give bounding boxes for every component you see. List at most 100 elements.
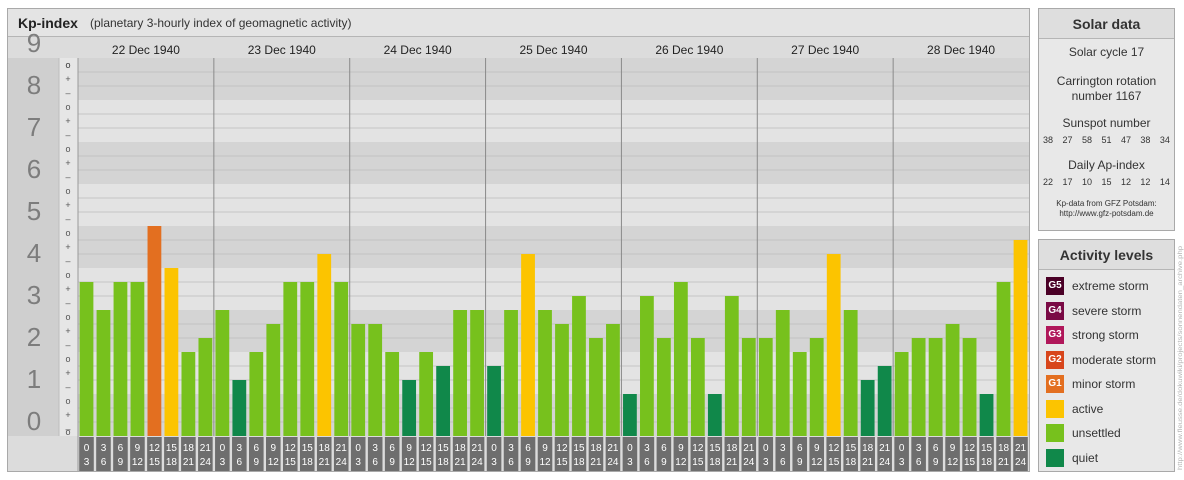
y-subtick-label: + — [65, 74, 70, 84]
interval-box — [435, 437, 451, 471]
interval-start-label: 9 — [950, 443, 956, 454]
interval-start-label: 12 — [285, 443, 297, 454]
interval-end-label: 18 — [302, 457, 314, 468]
interval-box — [520, 437, 536, 471]
interval-box — [96, 437, 111, 471]
interval-box — [656, 437, 672, 471]
interval-start-label: 18 — [862, 443, 874, 454]
interval-box — [826, 437, 841, 471]
interval-box — [911, 437, 926, 471]
y-subtick-label: + — [65, 368, 70, 378]
sunspot-numbers: 38 27 58 51 47 38 34 — [1039, 135, 1174, 145]
y-subtick-label: + — [65, 326, 70, 336]
y-tick-label: 2 — [27, 322, 41, 352]
interval-box — [1013, 437, 1028, 471]
interval-box — [605, 437, 621, 471]
interval-box — [775, 437, 791, 471]
interval-start-label: 6 — [797, 443, 803, 454]
interval-start-label: 21 — [743, 443, 755, 454]
y-tick-label: 0 — [27, 406, 41, 436]
y-subtick-label: – — [65, 424, 70, 434]
kp-bar — [521, 254, 535, 436]
y-subtick-column — [59, 58, 78, 436]
interval-end-label: 15 — [964, 457, 976, 468]
kp-bar — [1013, 239, 1028, 436]
interval-box — [333, 437, 349, 471]
interval-start-label: 3 — [508, 443, 514, 454]
interval-end-label: 9 — [389, 457, 395, 468]
kp-bar — [979, 394, 994, 436]
kp-bar — [640, 296, 654, 436]
interval-box — [639, 437, 655, 471]
legend-label: active — [1072, 401, 1104, 416]
interval-box — [452, 437, 468, 471]
interval-end-label: 3 — [84, 457, 90, 468]
interval-box — [537, 437, 553, 471]
kp-bar — [198, 338, 213, 436]
interval-box — [249, 437, 264, 471]
kp-bar — [215, 310, 230, 436]
legend-label: strong storm — [1072, 328, 1139, 343]
y-subtick-label: o — [65, 144, 70, 154]
interval-end-label: 15 — [149, 457, 161, 468]
interval-box — [979, 437, 994, 471]
sunspot-value: 38 — [1043, 135, 1054, 145]
interval-end-label: 6 — [644, 457, 650, 468]
interval-box — [860, 437, 875, 471]
y-subtick-label: – — [65, 256, 70, 266]
y-subtick-label: o — [65, 60, 70, 70]
interval-start-label: 12 — [149, 443, 161, 454]
y-subtick-label: o — [65, 312, 70, 322]
data-source-url: http://www.gfz-potsdam.de — [1059, 209, 1154, 218]
kp-bar — [945, 323, 960, 436]
interval-start-label: 15 — [438, 443, 450, 454]
interval-start-label: 21 — [472, 443, 484, 454]
interval-end-label: 12 — [404, 457, 416, 468]
interval-box — [554, 437, 570, 471]
interval-start-label: 0 — [84, 443, 90, 454]
kp-bar — [724, 296, 739, 436]
interval-box — [232, 437, 247, 471]
sunspot-value: 38 — [1140, 135, 1151, 145]
interval-start-label: 0 — [220, 443, 226, 454]
kp-bar — [249, 352, 264, 436]
y-subtick-label: – — [65, 214, 70, 224]
y-subtick-label: + — [65, 410, 70, 420]
interval-box — [130, 437, 145, 471]
kp-bar — [996, 281, 1011, 436]
interval-box — [299, 437, 315, 471]
interval-box — [996, 437, 1011, 471]
interval-box — [181, 437, 196, 471]
interval-start-label: 15 — [981, 443, 993, 454]
interval-start-label: 6 — [933, 443, 939, 454]
kp-bar — [860, 380, 875, 436]
interval-box — [350, 437, 366, 471]
y-subtick-label: – — [65, 382, 70, 392]
sunspot-value: 51 — [1101, 135, 1112, 145]
interval-start-label: 9 — [678, 443, 684, 454]
kp-band — [78, 142, 1029, 184]
kp-bar — [147, 226, 162, 436]
kp-band — [78, 58, 1029, 100]
interval-end-label: 21 — [590, 457, 602, 468]
y-tick-label: 5 — [27, 196, 41, 226]
interval-start-label: 15 — [166, 443, 178, 454]
kp-band — [78, 310, 1029, 352]
legend-item-g5: G5 extreme storm — [1039, 274, 1174, 299]
kp-bar — [962, 338, 977, 436]
y-axis-column — [8, 58, 59, 436]
interval-end-label: 3 — [899, 457, 905, 468]
chart-title-bar: Kp-index (planetary 3-hourly index of ge… — [8, 9, 1029, 37]
interval-box — [384, 437, 400, 471]
kp-bar — [741, 338, 756, 436]
y-tick-label: 3 — [27, 280, 41, 310]
ap-value: 10 — [1081, 177, 1092, 187]
interval-box — [894, 437, 909, 471]
interval-end-label: 24 — [472, 457, 484, 468]
kp-bar — [606, 323, 620, 436]
interval-start-label: 9 — [135, 443, 141, 454]
interval-start-label: 21 — [607, 443, 619, 454]
kp-bar — [470, 310, 484, 436]
activity-levels-panel: Activity levels G5 extreme storm G4 seve… — [1038, 239, 1175, 472]
interval-end-label: 3 — [627, 457, 633, 468]
